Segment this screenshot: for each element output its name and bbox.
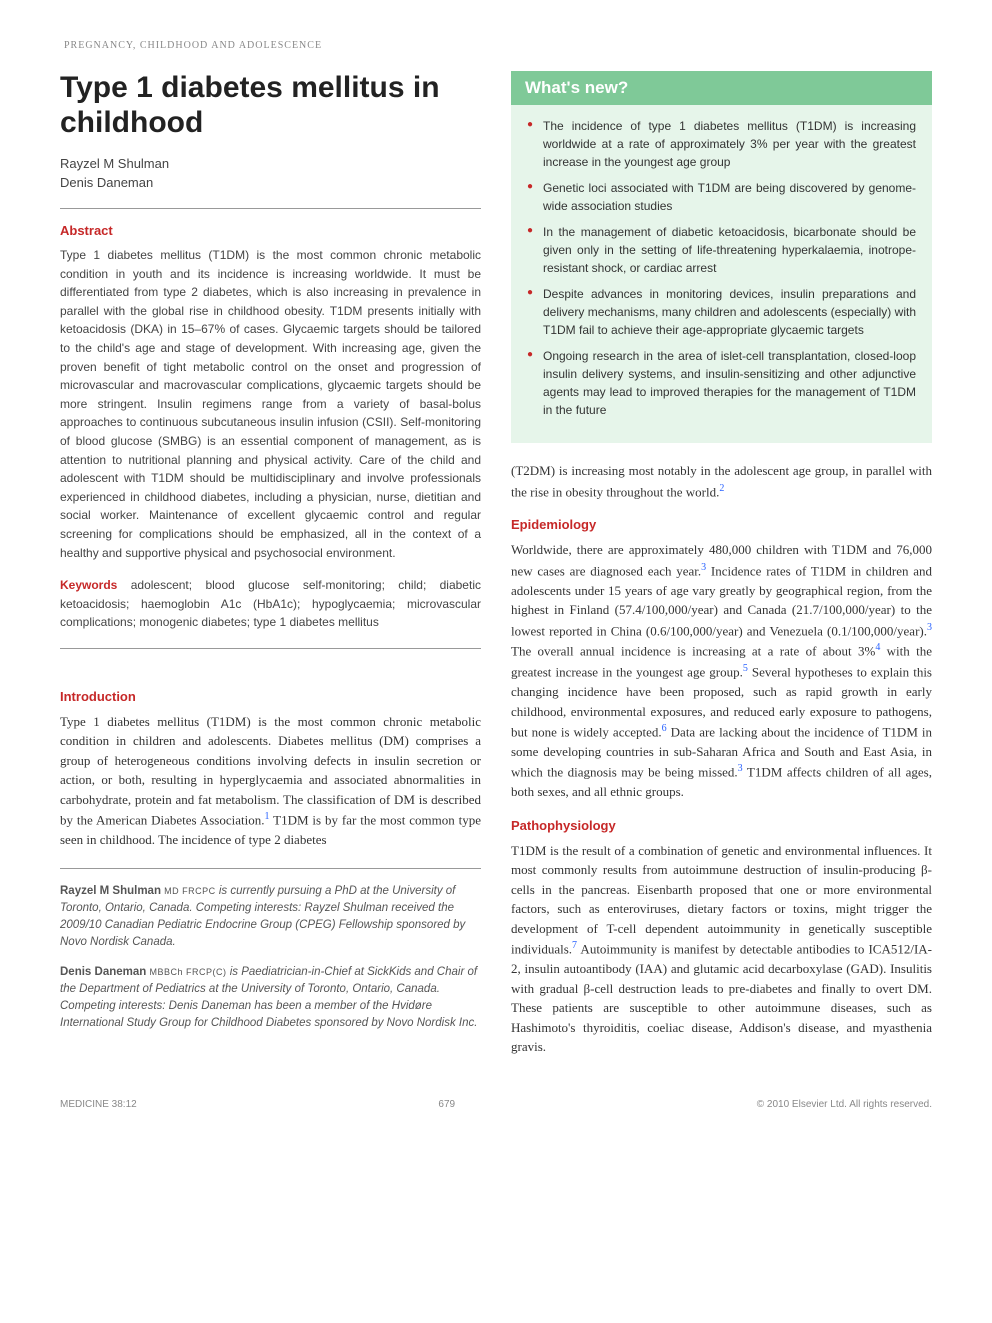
epidemiology-heading: Epidemiology	[511, 517, 932, 532]
introduction-heading: Introduction	[60, 689, 481, 704]
list-item: Ongoing research in the area of islet-ce…	[527, 347, 916, 419]
list-item: Genetic loci associated with T1DM are be…	[527, 179, 916, 215]
epi-c: The overall annual incidence is increasi…	[511, 644, 875, 659]
author-1: Rayzel M Shulman	[60, 156, 481, 171]
path-b: Autoimmunity is manifest by detectable a…	[511, 942, 932, 1055]
author-bio-1: Rayzel M Shulman MD FRCPC is currently p…	[60, 883, 481, 952]
whats-new-header: What's new?	[511, 71, 932, 105]
list-item: Despite advances in monitoring devices, …	[527, 285, 916, 339]
page-footer: MEDICINE 38:12 679 © 2010 Elsevier Ltd. …	[60, 1099, 932, 1110]
author-2: Denis Daneman	[60, 175, 481, 190]
keywords-block: Keywords adolescent; blood glucose self-…	[60, 576, 481, 632]
continuation-paragraph: (T2DM) is increasing most notably in the…	[511, 461, 932, 501]
reference-link[interactable]: 3	[927, 622, 932, 633]
footer-left: MEDICINE 38:12	[60, 1099, 137, 1110]
keywords-list: adolescent; blood glucose self-monitorin…	[60, 578, 481, 629]
bio-credentials: MD FRCPC	[164, 886, 216, 896]
list-item: In the management of diabetic ketoacidos…	[527, 223, 916, 277]
bio-name: Rayzel M Shulman	[60, 885, 161, 897]
intro-text-a: Type 1 diabetes mellitus (T1DM) is the m…	[60, 714, 481, 828]
left-column: Type 1 diabetes mellitus in childhood Ra…	[60, 71, 481, 1069]
footer-copyright: © 2010 Elsevier Ltd. All rights reserved…	[757, 1099, 932, 1110]
right-column: What's new? The incidence of type 1 diab…	[511, 71, 932, 1069]
main-columns: Type 1 diabetes mellitus in childhood Ra…	[60, 71, 932, 1069]
footer-page-number: 679	[438, 1099, 455, 1110]
pathophysiology-heading: Pathophysiology	[511, 818, 932, 833]
divider	[60, 648, 481, 649]
divider	[60, 208, 481, 209]
divider	[60, 868, 481, 869]
category-header: PREGNANCY, CHILDHOOD AND ADOLESCENCE	[64, 40, 932, 51]
epidemiology-paragraph: Worldwide, there are approximately 480,0…	[511, 540, 932, 801]
reference-link[interactable]: 2	[719, 483, 724, 494]
author-bio-2: Denis Daneman MBBCh FRCP(C) is Paediatri…	[60, 964, 481, 1033]
abstract-heading: Abstract	[60, 223, 481, 238]
whats-new-list: The incidence of type 1 diabetes mellitu…	[511, 105, 932, 431]
introduction-paragraph: Type 1 diabetes mellitus (T1DM) is the m…	[60, 712, 481, 850]
bio-name: Denis Daneman	[60, 966, 146, 978]
pathophysiology-paragraph: T1DM is the result of a combination of g…	[511, 841, 932, 1057]
abstract-text: Type 1 diabetes mellitus (T1DM) is the m…	[60, 246, 481, 562]
keywords-label: Keywords	[60, 578, 117, 592]
bio-credentials: MBBCh FRCP(C)	[149, 967, 226, 977]
article-title: Type 1 diabetes mellitus in childhood	[60, 71, 481, 140]
list-item: The incidence of type 1 diabetes mellitu…	[527, 117, 916, 171]
whats-new-box: What's new? The incidence of type 1 diab…	[511, 71, 932, 443]
